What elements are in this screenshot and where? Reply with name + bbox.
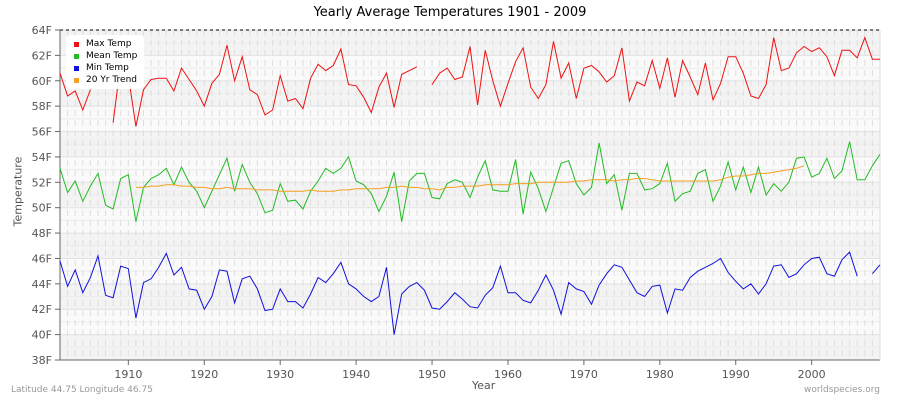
legend-item-min: Min Temp: [74, 62, 137, 74]
legend-item-trend: 20 Yr Trend: [74, 74, 137, 86]
legend-swatch-icon: [74, 65, 79, 71]
x-tick-label: 1910: [114, 368, 142, 381]
x-tick-label: 1920: [190, 368, 218, 381]
legend-label: 20 Yr Trend: [86, 75, 138, 85]
chart-legend: Max Temp Mean Temp Min Temp 20 Yr Trend: [66, 35, 145, 89]
y-tick-label: 48F: [32, 227, 52, 240]
legend-item-mean: Mean Temp: [74, 50, 137, 62]
y-tick-label: 44F: [32, 278, 52, 291]
legend-label: Mean Temp: [86, 51, 138, 61]
y-tick-label: 38F: [32, 354, 52, 367]
y-tick-label: 40F: [32, 329, 52, 342]
y-tick-label: 60F: [32, 75, 52, 88]
legend-swatch-icon: [74, 53, 79, 59]
x-tick-label: 1970: [570, 368, 598, 381]
y-tick-label: 46F: [32, 252, 52, 265]
series-line-mean-temp: [59, 141, 881, 222]
y-tick-label: 54F: [32, 151, 52, 164]
legend-label: Max Temp: [86, 39, 132, 49]
y-tick-label: 50F: [32, 202, 52, 215]
y-tick-label: 56F: [32, 126, 52, 139]
y-tick-label: 52F: [32, 176, 52, 189]
x-tick-label: 1950: [418, 368, 446, 381]
x-axis-label: Year: [472, 379, 496, 392]
series-line-max-temp: [59, 36, 880, 127]
x-tick-label: 1940: [342, 368, 370, 381]
location-caption: Latitude 44.75 Longitude 46.75: [11, 385, 153, 395]
legend-label: Min Temp: [86, 63, 129, 73]
series-line-min-temp: [59, 251, 881, 335]
chart-title: Yearly Average Temperatures 1901 - 2009: [313, 5, 587, 20]
y-tick-label: 62F: [32, 49, 52, 62]
legend-swatch-icon: [74, 77, 79, 83]
y-tick-label: 64F: [32, 24, 52, 37]
y-tick-label: 42F: [32, 303, 52, 316]
x-tick-label: 1960: [494, 368, 522, 381]
y-axis-label: Temperature: [11, 156, 25, 227]
x-tick-label: 1980: [646, 368, 674, 381]
y-tick-label: 58F: [32, 100, 52, 113]
source-caption: worldspecies.org: [803, 385, 880, 395]
x-tick-label: 1930: [266, 368, 294, 381]
legend-item-max: Max Temp: [74, 38, 137, 50]
x-tick-label: 2000: [798, 368, 826, 381]
x-tick-label: 1990: [722, 368, 750, 381]
series-line-20-yr-trend: [135, 165, 805, 192]
legend-swatch-icon: [74, 41, 79, 47]
